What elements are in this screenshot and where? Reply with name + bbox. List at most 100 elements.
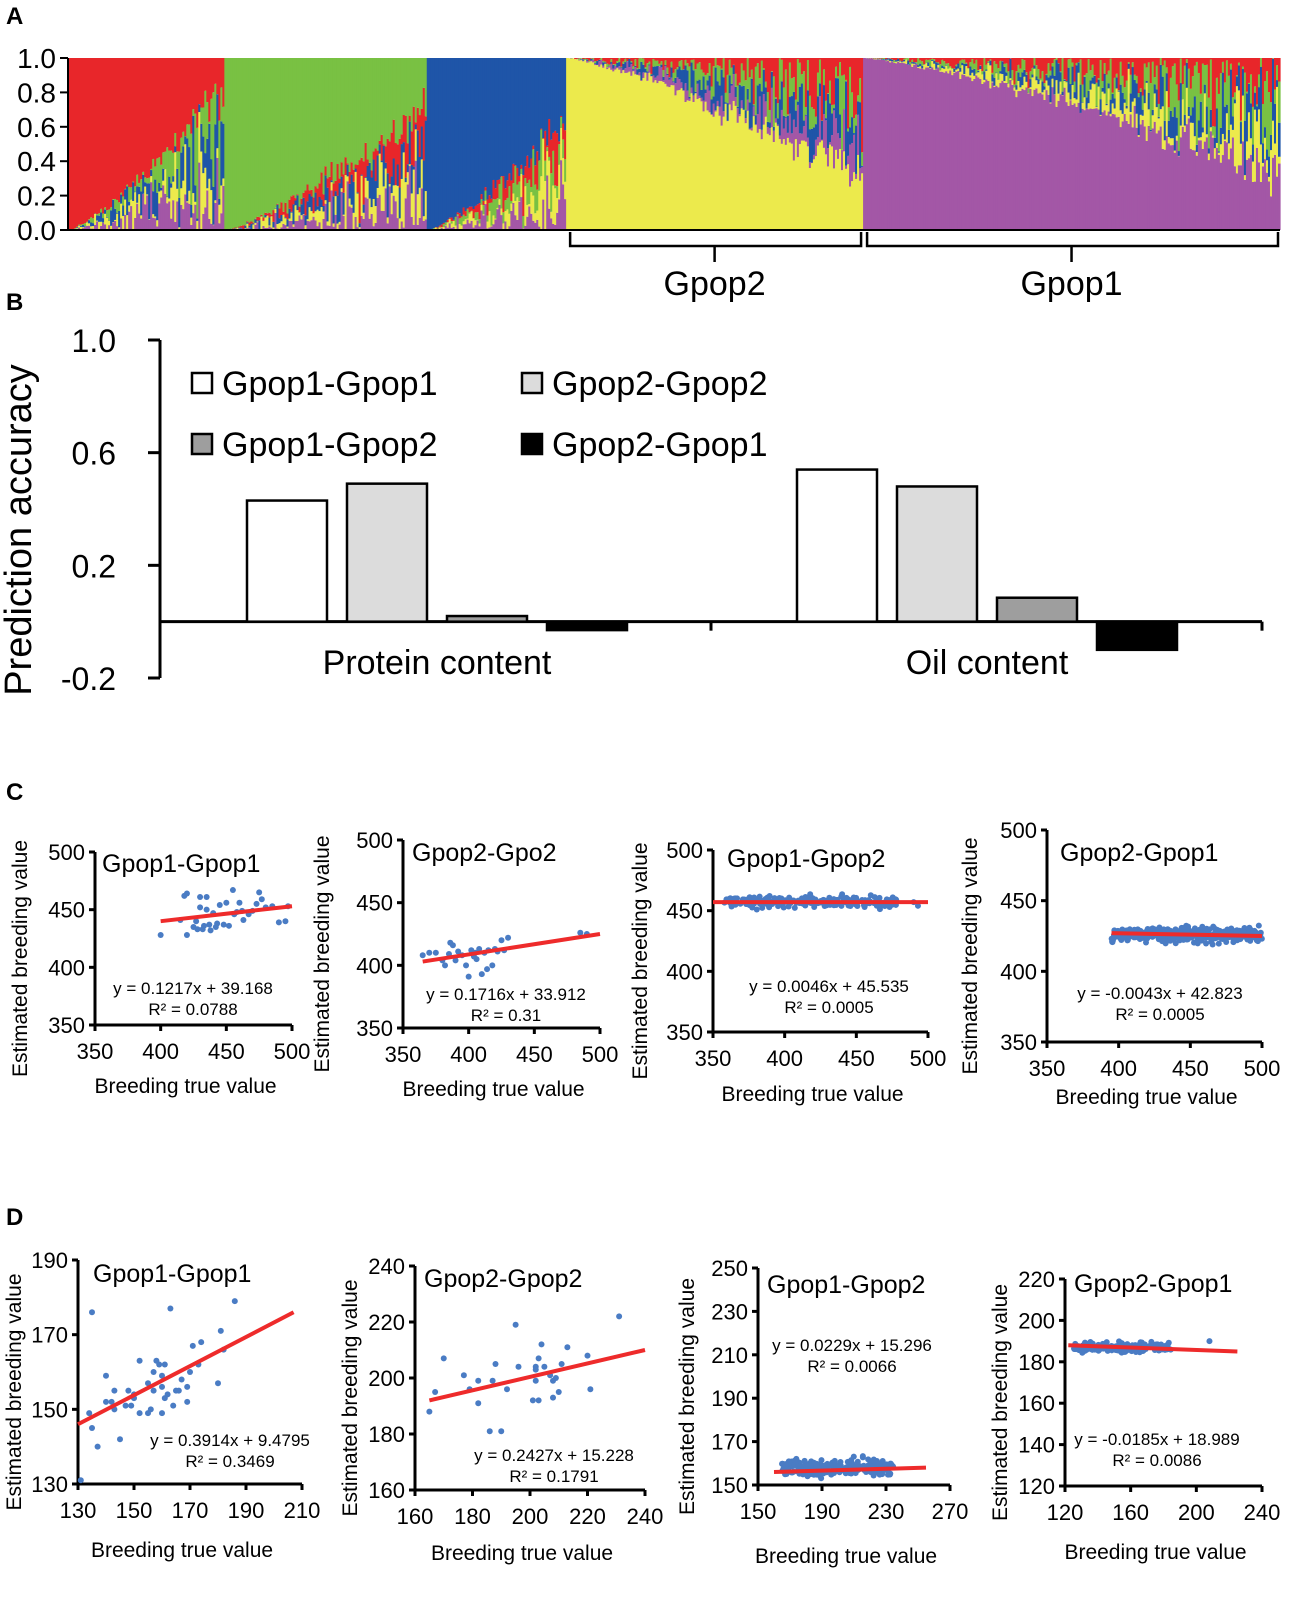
ancestry-segment-blue bbox=[330, 180, 334, 183]
ancestry-segment-green bbox=[450, 221, 454, 224]
ancestry-segment-purple bbox=[1047, 94, 1051, 230]
ancestry-segment-yellow bbox=[1089, 89, 1093, 109]
ancestry-segment-purple bbox=[198, 162, 201, 230]
data-point bbox=[484, 966, 491, 973]
ancestry-segment-blue bbox=[204, 153, 207, 168]
ancestry-segment-purple bbox=[206, 190, 209, 230]
ancestry-segment-red bbox=[504, 188, 507, 201]
ancestry-segment-red bbox=[584, 58, 587, 59]
ancestry-segment-blue bbox=[937, 63, 940, 65]
ancestry-segment-blue bbox=[822, 85, 826, 115]
ancestry-segment-yellow bbox=[338, 221, 342, 225]
ancestry-segment-purple bbox=[933, 69, 936, 230]
ancestry-segment-yellow bbox=[628, 71, 631, 230]
ancestry-segment-purple bbox=[802, 126, 806, 141]
ancestry-segment-blue bbox=[598, 59, 601, 62]
y-tick-label: 220 bbox=[368, 1310, 405, 1335]
ancestry-segment-green bbox=[712, 66, 716, 97]
ancestry-segment-green bbox=[404, 58, 408, 116]
plot-title: Gpop2-Gpo2 bbox=[412, 839, 557, 867]
ancestry-segment-red bbox=[955, 58, 958, 65]
ancestry-segment-red bbox=[408, 115, 412, 122]
ancestry-segment-blue bbox=[560, 58, 563, 116]
ancestry-segment-blue bbox=[238, 227, 241, 229]
ancestry-segment-yellow bbox=[1163, 140, 1167, 150]
ancestry-segment-purple bbox=[1259, 181, 1263, 230]
ancestry-segment-yellow bbox=[678, 89, 682, 230]
ancestry-segment-yellow bbox=[804, 141, 808, 230]
ancestry-segment-blue bbox=[276, 204, 280, 224]
ancestry-segment-yellow bbox=[1091, 83, 1095, 110]
ancestry-segment-blue bbox=[322, 205, 326, 212]
data-point bbox=[1109, 939, 1116, 946]
x-tick-label: 500 bbox=[910, 1046, 947, 1071]
ancestry-segment-green bbox=[178, 151, 181, 198]
data-point bbox=[465, 973, 472, 980]
ancestry-segment-yellow bbox=[1025, 81, 1029, 88]
ancestry-segment-purple bbox=[752, 106, 756, 117]
ancestry-segment-yellow bbox=[1103, 93, 1107, 111]
ancestry-segment-blue bbox=[1201, 127, 1205, 133]
ancestry-segment-purple bbox=[524, 225, 527, 230]
ancestry-segment-yellow bbox=[282, 214, 286, 224]
ancestry-segment-purple bbox=[1127, 123, 1131, 230]
ancestry-segment-blue bbox=[1171, 116, 1175, 139]
ancestry-segment-red bbox=[412, 106, 416, 167]
ancestry-segment-yellow bbox=[1227, 143, 1231, 160]
ancestry-segment-blue bbox=[816, 96, 820, 137]
ancestry-segment-red bbox=[684, 58, 688, 60]
ancestry-segment-yellow bbox=[206, 188, 209, 191]
ancestry-segment-blue bbox=[146, 183, 149, 195]
ancestry-segment-blue bbox=[544, 58, 547, 131]
ancestry-segment-yellow bbox=[756, 132, 760, 230]
ancestry-segment-red bbox=[476, 204, 480, 213]
ancestry-segment-green bbox=[186, 124, 189, 139]
ancestry-segment-blue bbox=[766, 121, 770, 127]
ancestry-segment-yellow bbox=[1275, 86, 1279, 177]
ancestry-segment-green bbox=[482, 205, 486, 215]
ancestry-segment-green bbox=[230, 58, 233, 229]
ancestry-segment-yellow bbox=[476, 219, 480, 221]
ancestry-segment-blue bbox=[1063, 79, 1067, 82]
ancestry-segment-green bbox=[388, 58, 392, 142]
data-point bbox=[214, 920, 221, 927]
ancestry-segment-green bbox=[933, 59, 936, 61]
ancestry-segment-green bbox=[98, 213, 101, 216]
y-tick-label: 400 bbox=[356, 953, 393, 978]
ancestry-segment-red bbox=[362, 161, 366, 205]
ancestry-segment-red bbox=[82, 58, 85, 224]
ancestry-segment-blue bbox=[1023, 69, 1027, 77]
ancestry-segment-purple bbox=[1123, 113, 1127, 230]
ancestry-segment-green bbox=[726, 74, 730, 104]
ancestry-segment-red bbox=[1103, 58, 1107, 64]
ancestry-segment-yellow bbox=[923, 64, 926, 70]
ancestry-segment-green bbox=[372, 58, 376, 152]
ancestry-segment-purple bbox=[1257, 162, 1261, 230]
ancestry-segment-red bbox=[1095, 58, 1099, 83]
ancestry-segment-green bbox=[188, 124, 191, 148]
ancestry-segment-yellow bbox=[963, 74, 966, 75]
ancestry-segment-yellow bbox=[1099, 114, 1103, 116]
ancestry-segment-blue bbox=[590, 58, 593, 61]
ancestry-segment-green bbox=[774, 97, 778, 99]
ancestry-segment-green bbox=[804, 107, 808, 115]
panel-label-b: B bbox=[6, 289, 23, 316]
ancestry-segment-green bbox=[308, 58, 312, 191]
ancestry-segment-green bbox=[158, 157, 161, 183]
ancestry-segment-yellow bbox=[1113, 108, 1117, 115]
ancestry-segment-blue bbox=[847, 131, 850, 156]
x-tick-label: 240 bbox=[627, 1504, 664, 1529]
ancestry-segment-blue bbox=[538, 58, 541, 161]
r-squared: R² = 0.3469 bbox=[185, 1452, 274, 1471]
ancestry-segment-blue bbox=[178, 197, 181, 228]
ancestry-segment-blue bbox=[402, 142, 406, 153]
ancestry-segment-yellow bbox=[953, 71, 956, 73]
ancestry-segment-blue bbox=[1177, 151, 1181, 156]
data-point bbox=[147, 1406, 154, 1413]
ancestry-segment-purple bbox=[1099, 115, 1103, 230]
data-point bbox=[1155, 935, 1162, 942]
ancestry-segment-blue bbox=[726, 103, 730, 121]
ancestry-segment-purple bbox=[865, 58, 868, 230]
ancestry-segment-purple bbox=[981, 83, 984, 230]
ancestry-segment-purple bbox=[1191, 150, 1195, 230]
